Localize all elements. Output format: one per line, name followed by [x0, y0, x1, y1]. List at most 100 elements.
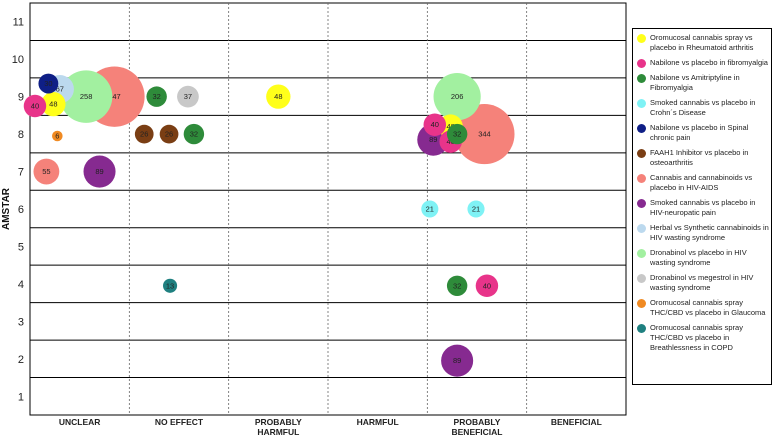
legend-item: Dronabinol vs megestrol in HIV wasting s… — [637, 273, 769, 293]
legend-item: Cannabis and cannabinoids vs placebo in … — [637, 173, 769, 193]
bubble — [33, 158, 60, 185]
bubble-value-label: 258 — [80, 92, 93, 101]
legend-label: Dronabinol vs placebo in HIV wasting syn… — [650, 248, 747, 267]
bubble — [159, 124, 179, 144]
bubble — [177, 85, 199, 108]
legend-item: Herbal vs Synthetic cannabinoids in HIV … — [637, 223, 769, 243]
legend-marker-icon — [637, 224, 646, 233]
bubble — [475, 274, 499, 298]
bubble — [83, 155, 116, 188]
bubble-value-label: 6 — [55, 131, 59, 140]
bubble-value-label: 40 — [31, 102, 39, 111]
bubble-value-label: 89 — [453, 356, 461, 365]
bubble — [23, 94, 47, 118]
bubble — [38, 73, 59, 94]
bubble-value-label: 40 — [431, 120, 439, 129]
legend-marker-icon — [637, 124, 646, 133]
bubble — [446, 275, 468, 296]
legend-label: Smoked cannabis vs placebo in HIV-neurop… — [650, 198, 756, 217]
bubble — [146, 86, 167, 107]
legend-marker-icon — [637, 34, 646, 43]
legend-label: Nabilone vs placebo in Spinal chronic pa… — [650, 123, 749, 142]
legend-label: Oromucosal cannabis spray THC/CBD vs pla… — [650, 298, 766, 317]
bubble — [467, 200, 485, 218]
bubble — [59, 70, 113, 123]
y-tick-label: 3 — [18, 316, 24, 328]
legend-marker-icon — [637, 74, 646, 83]
legend-item: Nabilone vs Amitriptyline in Fibromyalgi… — [637, 73, 769, 93]
bubble — [41, 91, 66, 117]
bubble — [441, 344, 474, 377]
legend-item: Nabilone vs placebo in Spinal chronic pa… — [637, 123, 769, 143]
y-tick-label: 5 — [18, 241, 24, 253]
chart-legend: Oromucosal cannabis spray vs placebo in … — [632, 28, 772, 385]
legend-label: Oromucosal cannabis spray vs placebo in … — [650, 33, 754, 52]
legend-item: Smoked cannabis vs placebo in HIV-neurop… — [637, 198, 769, 218]
bubble-value-label: 13 — [166, 281, 174, 290]
bubble-value-label: 32 — [152, 92, 160, 101]
bubble-value-label: 26 — [165, 130, 173, 139]
bubble-value-label: 40 — [483, 281, 491, 290]
legend-item: Oromucosal cannabis spray THC/CBD vs pla… — [637, 323, 769, 353]
bubble — [163, 278, 178, 293]
legend-label: Herbal vs Synthetic cannabinoids in HIV … — [650, 223, 769, 242]
bubble-value-label: 67 — [56, 85, 64, 94]
bubble-value-label: 344 — [478, 130, 491, 139]
legend-item: Smoked cannabis vs placebo in Crohn´s Di… — [637, 98, 769, 118]
legend-label: Cannabis and cannabinoids vs placebo in … — [650, 173, 753, 192]
y-tick-label: 8 — [18, 129, 24, 141]
legend-marker-icon — [637, 174, 646, 183]
legend-label: Smoked cannabis vs placebo in Crohn´s Di… — [650, 98, 756, 117]
legend-item: Oromucosal cannabis spray THC/CBD vs pla… — [637, 298, 769, 318]
category-label: PROBABLY — [454, 417, 501, 427]
y-tick-label: 6 — [18, 204, 24, 216]
legend-label: Dronabinol vs megestrol in HIV wasting s… — [650, 273, 754, 292]
bubble-value-label: 347 — [108, 92, 121, 101]
bubble — [423, 113, 447, 136]
bubble-value-label: 55 — [42, 167, 50, 176]
legend-marker-icon — [637, 249, 646, 258]
bubble — [446, 123, 468, 145]
category-label: NO EFFECT — [155, 417, 204, 427]
legend-marker-icon — [637, 59, 646, 68]
bubble-value-label: 89 — [95, 167, 103, 176]
category-label: PROBABLY — [255, 417, 302, 427]
bubble — [134, 124, 154, 144]
legend-marker-icon — [637, 274, 646, 283]
bubble-value-label: 32 — [453, 281, 461, 290]
legend-marker-icon — [637, 299, 646, 308]
y-tick-label: 2 — [18, 354, 24, 366]
bubble-value-label: 26 — [140, 130, 148, 139]
y-tick-label: 10 — [12, 54, 24, 66]
bubble-value-label: 30 — [44, 79, 52, 88]
bubble-value-label: 89 — [429, 135, 437, 144]
category-label: BENEFICIAL — [452, 427, 503, 437]
legend-item: Dronabinol vs placebo in HIV wasting syn… — [637, 248, 769, 268]
y-tick-label: 1 — [18, 391, 24, 403]
legend-label: Oromucosal cannabis spray THC/CBD vs pla… — [650, 323, 743, 352]
legend-label: Nabilone vs Amitriptyline in Fibromyalgi… — [650, 73, 740, 92]
legend-item: Nabilone vs placebo in fibromyalgia — [637, 58, 769, 68]
y-tick-label: 9 — [18, 92, 24, 104]
legend-item: Oromucosal cannabis spray vs placebo in … — [637, 33, 769, 53]
category-label: UNCLEAR — [59, 417, 101, 427]
category-label: HARMFUL — [257, 427, 299, 437]
legend-marker-icon — [637, 324, 646, 333]
bubble-value-label: 48 — [49, 100, 57, 109]
bubble-value-label: 32 — [453, 130, 461, 139]
legend-marker-icon — [637, 149, 646, 158]
bubble-value-label: 48 — [274, 92, 282, 101]
bubble-value-label: 21 — [426, 205, 434, 214]
y-tick-label: 4 — [18, 279, 24, 291]
bubble — [52, 130, 63, 142]
y-tick-label: 7 — [18, 167, 24, 179]
bubble-value-label: 37 — [184, 92, 192, 101]
category-label: BENEFICIAL — [551, 417, 602, 427]
legend-item: FAAH1 Inhibitor vs placebo in osteoarthr… — [637, 148, 769, 168]
y-tick-label: 11 — [13, 17, 24, 29]
legend-label: FAAH1 Inhibitor vs placebo in osteoarthr… — [650, 148, 749, 167]
legend-marker-icon — [637, 99, 646, 108]
bubble — [433, 73, 481, 121]
bubble — [454, 104, 515, 165]
